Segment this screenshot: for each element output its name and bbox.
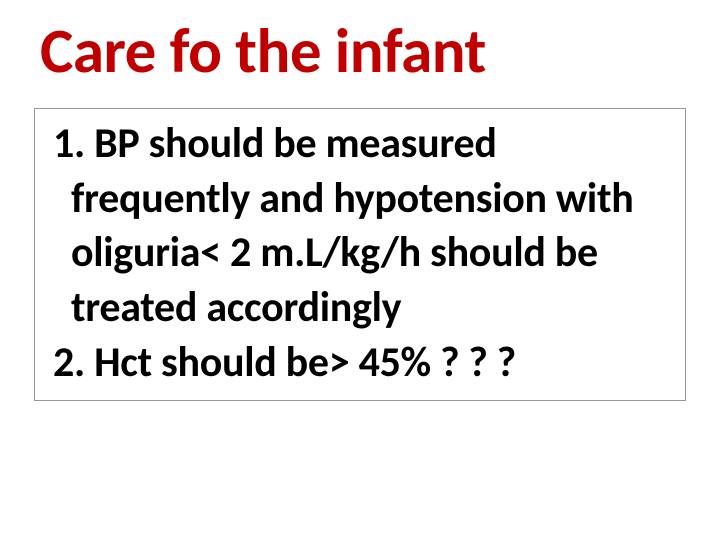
body-item-1: 1. BP should be measured frequently and … <box>53 117 667 335</box>
content-box: 1. BP should be measured frequently and … <box>34 108 686 401</box>
slide-title: Care fo the infant <box>30 18 690 84</box>
body-item-2: 2. Hct should be> 45% ? ? ? <box>53 336 667 391</box>
slide-container: Care fo the infant 1. BP should be measu… <box>0 0 720 540</box>
